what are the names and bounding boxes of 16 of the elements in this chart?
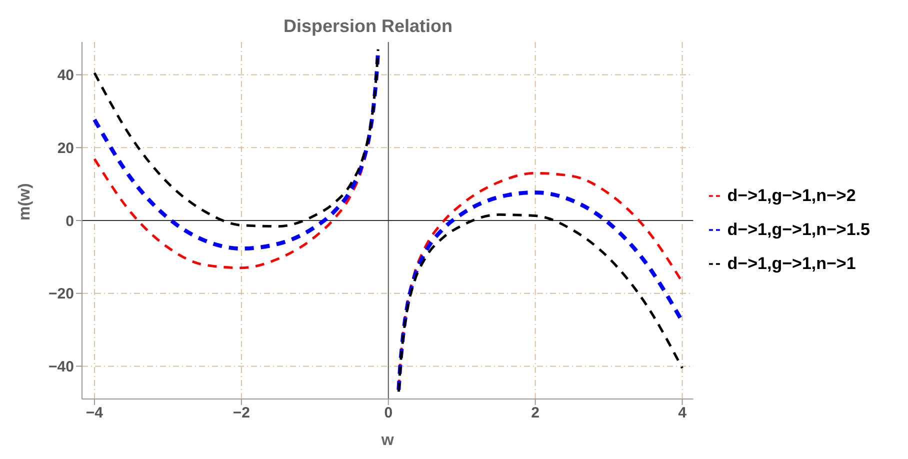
y-tick-label: −20 <box>48 286 74 303</box>
legend-label: d−>1,g−>1,n−>1.5 <box>727 220 870 238</box>
y-tick-label: 0 <box>66 212 74 230</box>
x-tick-label: −4 <box>86 404 104 422</box>
chart-title: Dispersion Relation <box>283 16 453 36</box>
y-axis-title: m(w) <box>16 183 34 220</box>
y-tick-label: 40 <box>57 67 74 84</box>
x-axis-title: w <box>380 432 394 449</box>
x-tick-label: 4 <box>678 404 688 422</box>
legend-label: d−>1,g−>1,n−>2 <box>727 186 856 204</box>
x-tick-label: −2 <box>232 404 250 422</box>
y-tick-label: 20 <box>57 140 74 157</box>
x-tick-label: 2 <box>531 404 540 422</box>
legend-label: d−>1,g−>1,n−>1 <box>727 254 856 272</box>
x-tick-label: 0 <box>384 404 393 422</box>
y-tick-label: −40 <box>48 358 74 376</box>
